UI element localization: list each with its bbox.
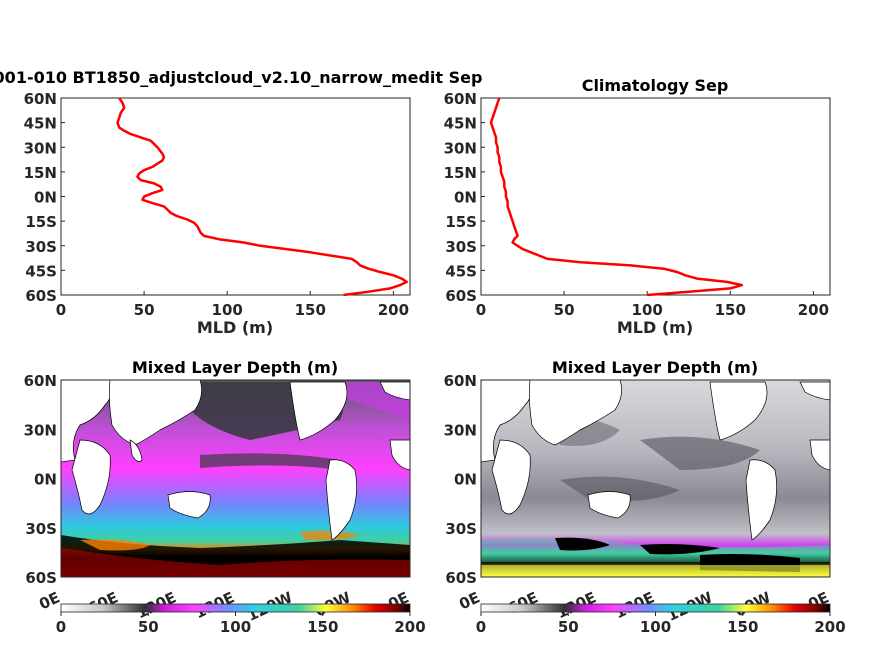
panel3-title: Mixed Layer Depth (m) xyxy=(132,358,338,377)
panel2-axes-box xyxy=(480,97,831,296)
map-y-tick-label: 0N xyxy=(454,471,477,489)
colorbar-tick-label: 200 xyxy=(394,618,425,636)
panel-line-2: Climatology Sep 0 50 100 150 200 60N 45N 30N 15… xyxy=(444,76,831,337)
map-y-tick-label: 60N xyxy=(444,372,477,390)
y-tick-label: 15N xyxy=(444,164,477,182)
x-tick-label: 100 xyxy=(212,301,243,319)
x-tick-label: 150 xyxy=(295,301,326,319)
panel4-title: Mixed Layer Depth (m) xyxy=(552,358,758,377)
map-y-tick-label: 30N xyxy=(444,421,477,439)
panel4-colorbar-ticks: 0 50 100 150 200 xyxy=(476,612,846,636)
colorbar-tick-label: 150 xyxy=(727,618,758,636)
panel3-y-ticks: 60N 30N 0N 30S 60S xyxy=(24,372,57,587)
y-tick-label: 60S xyxy=(445,287,477,305)
map-y-tick-label: 30S xyxy=(25,520,57,538)
panel4-y-ticks: 60N 30N 0N 30S 60S xyxy=(444,372,477,587)
colorbar-tick-label: 50 xyxy=(558,618,579,636)
panel1-axes-box xyxy=(60,97,411,296)
panel3-colorbar xyxy=(60,603,411,613)
y-tick-label: 45S xyxy=(445,262,477,280)
panel1-y-ticks: 60N 45N 30N 15N 0N 15S 30S 45S 60S xyxy=(24,90,65,305)
panel2-x-ticks: 0 50 100 150 200 xyxy=(476,291,829,319)
y-tick-label: 30S xyxy=(445,238,477,256)
x-tick-label: 50 xyxy=(134,301,155,319)
panel2-xlabel: MLD (m) xyxy=(617,318,693,337)
map-y-tick-label: 0N xyxy=(34,471,57,489)
x-tick-label: 200 xyxy=(798,301,829,319)
x-tick-label: 100 xyxy=(632,301,663,319)
panel1-x-ticks: 0 50 100 150 200 xyxy=(56,291,409,319)
y-tick-label: 45N xyxy=(444,115,477,133)
y-tick-label: 15S xyxy=(445,213,477,231)
y-tick-label: 15S xyxy=(25,213,57,231)
panel4-map-field xyxy=(480,379,831,577)
y-tick-label: 60N xyxy=(24,90,57,108)
x-tick-label: 200 xyxy=(378,301,409,319)
panel2-title: Climatology Sep xyxy=(582,76,729,95)
map-y-tick-label: 30N xyxy=(24,421,57,439)
panel3-colorbar-ticks: 0 50 100 150 200 xyxy=(56,612,426,636)
panel4-colorbar xyxy=(480,603,831,613)
y-tick-label: 15N xyxy=(24,164,57,182)
panel2-y-ticks: 60N 45N 30N 15N 0N 15S 30S 45S 60S xyxy=(444,90,485,305)
map-x-tick-label: 0E xyxy=(456,588,482,613)
y-tick-label: 0N xyxy=(34,189,57,207)
x-tick-label: 150 xyxy=(715,301,746,319)
map-y-tick-label: 60S xyxy=(445,569,477,587)
panel1-xlabel: MLD (m) xyxy=(197,318,273,337)
map-x-tick-label: 60E xyxy=(85,588,121,617)
colorbar-tick-label: 0 xyxy=(56,618,66,636)
map-x-tick-label: 60E xyxy=(505,588,541,617)
colorbar-tick-label: 0 xyxy=(476,618,486,636)
panel3-map-field xyxy=(60,379,411,577)
map-y-tick-label: 60N xyxy=(24,372,57,390)
panel1-mld-line xyxy=(116,97,408,297)
colorbar-tick-label: 100 xyxy=(220,618,251,636)
y-tick-label: 45N xyxy=(24,115,57,133)
map-y-tick-label: 30S xyxy=(445,520,477,538)
panel4-axes-box xyxy=(480,379,831,578)
y-tick-label: 60S xyxy=(25,287,57,305)
y-tick-label: 30N xyxy=(24,139,57,157)
panel2-mld-line xyxy=(489,97,744,297)
colorbar-tick-label: 200 xyxy=(814,618,845,636)
colorbar-tick-label: 150 xyxy=(307,618,338,636)
panel1-title: 001-010 BT1850_adjustcloud_v2.10_narrow_… xyxy=(0,68,482,87)
x-tick-label: 50 xyxy=(554,301,575,319)
colorbar-tick-label: 100 xyxy=(640,618,671,636)
y-tick-label: 30S xyxy=(25,238,57,256)
panel-line-1: 001-010 BT1850_adjustcloud_v2.10_narrow_… xyxy=(0,68,482,337)
map-x-tick-label: 0E xyxy=(36,588,62,613)
y-tick-label: 0N xyxy=(454,189,477,207)
panel3-axes-box xyxy=(60,379,411,578)
map-y-tick-label: 60S xyxy=(25,569,57,587)
x-tick-label: 0 xyxy=(56,301,66,319)
y-tick-label: 30N xyxy=(444,139,477,157)
y-tick-label: 60N xyxy=(444,90,477,108)
x-tick-label: 0 xyxy=(476,301,486,319)
colorbar-tick-label: 50 xyxy=(138,618,159,636)
y-tick-label: 45S xyxy=(25,262,57,280)
